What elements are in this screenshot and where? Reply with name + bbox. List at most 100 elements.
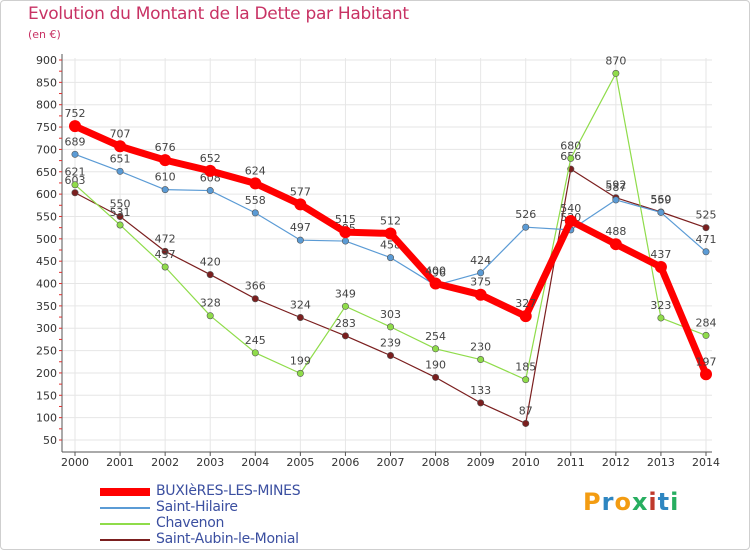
data-label: 133	[470, 384, 491, 397]
data-label: 420	[200, 256, 221, 269]
data-point	[386, 352, 394, 360]
y-tick-label: 200	[36, 367, 57, 380]
data-label: 245	[245, 334, 266, 347]
proxiti-logo: Proxiti	[583, 488, 679, 516]
data-label: 870	[605, 54, 626, 67]
x-tick-label: 2005	[286, 456, 314, 469]
data-point	[206, 271, 214, 279]
logo-letter: i	[648, 488, 658, 516]
logo-letter: P	[583, 488, 602, 516]
x-tick-label: 2007	[377, 456, 405, 469]
legend-item: Saint-Hilaire	[100, 499, 360, 516]
data-point	[522, 376, 530, 384]
data-label: 550	[110, 197, 131, 210]
logo-letter: r	[601, 488, 615, 516]
chart-legend: BUXIèRES-LES-MINES Saint-Hilaire Chavenon S…	[100, 483, 360, 548]
y-tick-label: 150	[36, 389, 57, 402]
data-point	[702, 224, 710, 232]
data-point	[700, 368, 712, 381]
data-label: 512	[380, 214, 401, 227]
data-label: 752	[65, 107, 86, 120]
data-point	[71, 181, 79, 189]
data-label: 689	[65, 135, 86, 148]
x-tick-label: 2013	[647, 456, 675, 469]
data-point	[567, 154, 575, 162]
data-label: 488	[605, 225, 626, 238]
data-label: 230	[470, 341, 491, 354]
x-tick-label: 2009	[467, 456, 495, 469]
data-label: 587	[605, 181, 626, 194]
data-label: 558	[245, 194, 266, 207]
data-label: 472	[155, 232, 176, 245]
y-tick-label: 550	[36, 210, 57, 223]
data-point	[474, 288, 487, 301]
data-label: 437	[650, 248, 671, 261]
y-tick-label: 400	[36, 278, 57, 291]
data-point	[654, 260, 667, 273]
y-tick-label: 800	[36, 99, 57, 112]
data-point	[251, 209, 259, 217]
y-tick-label: 50	[43, 434, 57, 447]
data-label: 652	[200, 152, 221, 165]
legend-item: Chavenon	[100, 515, 360, 532]
data-point	[429, 277, 442, 290]
data-point	[296, 314, 304, 322]
x-tick-label: 2000	[61, 456, 89, 469]
y-tick-label: 100	[36, 412, 57, 425]
data-point	[341, 332, 349, 340]
data-point	[251, 349, 259, 357]
data-point	[116, 212, 124, 220]
data-label: 531	[110, 206, 131, 219]
x-tick-label: 2002	[151, 456, 179, 469]
data-label: 303	[380, 308, 401, 321]
y-tick-label: 650	[36, 166, 57, 179]
data-label: 190	[425, 358, 446, 371]
data-point	[339, 226, 352, 239]
data-label: 526	[515, 208, 536, 221]
data-point	[702, 331, 710, 339]
data-point	[386, 254, 394, 262]
data-label: 185	[515, 361, 536, 374]
data-point	[519, 310, 532, 323]
data-label: 610	[155, 171, 176, 184]
y-tick-label: 350	[36, 300, 57, 313]
y-tick-label: 300	[36, 322, 57, 335]
legend-swatch	[100, 507, 150, 509]
data-point	[702, 248, 710, 256]
data-point	[432, 345, 440, 353]
data-label: 375	[470, 276, 491, 289]
legend-label: BUXIèRES-LES-MINES	[156, 483, 301, 499]
legend-label: Saint-Aubin-le-Monial	[156, 531, 299, 547]
data-point	[159, 154, 172, 167]
legend-swatch	[100, 488, 150, 496]
logo-letter: i	[670, 488, 680, 516]
x-tick-label: 2014	[692, 456, 720, 469]
y-tick-label: 750	[36, 121, 57, 134]
legend-swatch	[100, 523, 150, 525]
y-tick-label: 500	[36, 233, 57, 246]
data-point	[204, 164, 217, 177]
data-label: 592	[605, 179, 626, 192]
data-point	[294, 198, 307, 211]
y-tick-label: 250	[36, 345, 57, 358]
data-point	[161, 186, 169, 194]
series-buxi-res-les-mines: 752 707 676 652 624 577 515 512 400 375 327 540 488 4…	[65, 107, 717, 381]
data-label: 323	[650, 299, 671, 312]
data-point	[477, 269, 485, 277]
data-label: 651	[110, 152, 131, 165]
data-point	[114, 140, 127, 153]
data-label: 559	[650, 193, 671, 206]
data-label: 327	[515, 297, 536, 310]
data-point	[251, 295, 259, 303]
x-tick-label: 2004	[241, 456, 269, 469]
data-point	[249, 177, 262, 190]
series-chavenon: 621 531 437 328 245 199 349 303 254 230 185 680 870 3…	[65, 54, 717, 384]
logo-letter: t	[657, 488, 671, 516]
legend-item: Saint-Aubin-le-Monial	[100, 531, 360, 548]
x-tick-label: 2003	[196, 456, 224, 469]
data-label: 540	[560, 202, 581, 215]
data-label: 400	[425, 265, 446, 278]
data-point	[564, 214, 577, 227]
data-point	[296, 236, 304, 244]
data-label: 560	[650, 193, 671, 206]
